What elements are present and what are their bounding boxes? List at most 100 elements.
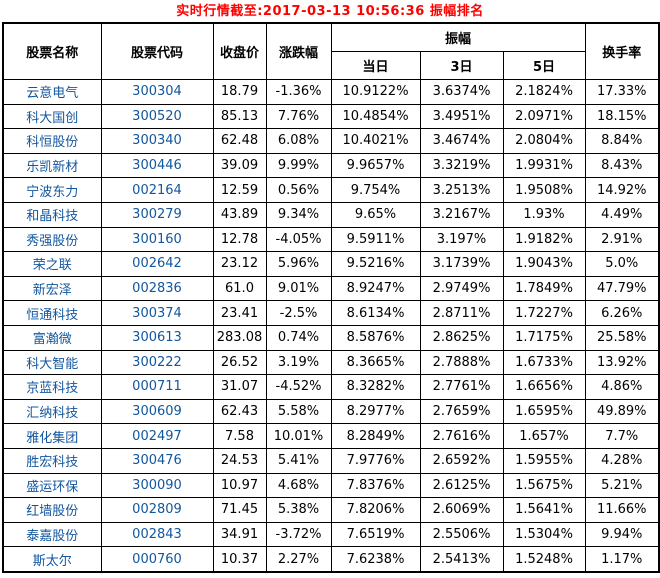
stock-code-link[interactable]: 002809 — [100, 497, 214, 523]
amplitude-5day-value: 1.7849% — [502, 275, 586, 302]
amplitude-5day-value: 1.6595% — [502, 398, 586, 425]
close-price-value: 18.79 — [212, 79, 267, 105]
stock-name-link[interactable]: 荣之联 — [2, 251, 102, 277]
amplitude-today-value: 9.754% — [330, 177, 421, 203]
stock-name-link[interactable]: 科恒股份 — [2, 128, 102, 154]
stock-name-link[interactable]: 京蓝科技 — [2, 374, 102, 400]
stock-quote-table: 股票名称 股票代码 收盘价 涨跌幅 振幅 换手率 当日 3日 5日 云意电气 3… — [2, 22, 660, 573]
close-price-value: 283.08 — [212, 324, 267, 351]
turnover-rate-value: 5.0% — [584, 251, 660, 277]
stock-code-link[interactable]: 000760 — [100, 546, 214, 573]
table-row: 乐凯新材 300446 39.09 9.99% 9.9657% 3.3219% … — [2, 152, 660, 179]
stock-code-link[interactable]: 300222 — [100, 349, 214, 376]
stock-code-link[interactable]: 300476 — [100, 447, 214, 474]
turnover-rate-value: 9.94% — [584, 521, 660, 548]
change-percent-value: -1.36% — [265, 79, 332, 105]
stock-name-link[interactable]: 泰嘉股份 — [2, 521, 102, 548]
change-percent-value: -4.52% — [265, 374, 332, 400]
stock-code-link[interactable]: 300520 — [100, 103, 214, 130]
turnover-rate-value: 8.43% — [584, 152, 660, 179]
stock-code-link[interactable]: 300279 — [100, 201, 214, 228]
stock-code-link[interactable]: 002836 — [100, 275, 214, 302]
stock-table-body: 云意电气 300304 18.79 -1.36% 10.9122% 3.6374… — [2, 79, 660, 573]
stock-name-link[interactable]: 胜宏科技 — [2, 447, 102, 474]
amplitude-3day-value: 3.4951% — [419, 103, 504, 130]
turnover-rate-value: 13.92% — [584, 349, 660, 376]
close-price-value: 12.78 — [212, 226, 267, 253]
amplitude-today-value: 7.6238% — [330, 546, 421, 573]
close-price-value: 7.58 — [212, 423, 267, 449]
stock-name-link[interactable]: 雅化集团 — [2, 423, 102, 449]
stock-code-link[interactable]: 300613 — [100, 324, 214, 351]
table-row: 恒通科技 300374 23.41 -2.5% 8.6134% 2.8711% … — [2, 300, 660, 326]
amplitude-5day-value: 2.1824% — [502, 79, 586, 105]
stock-code-link[interactable]: 300609 — [100, 398, 214, 425]
change-percent-value: -3.72% — [265, 521, 332, 548]
amplitude-3day-value: 3.2513% — [419, 177, 504, 203]
stock-name-link[interactable]: 富瀚微 — [2, 324, 102, 351]
amplitude-5day-value: 1.9043% — [502, 251, 586, 277]
stock-name-link[interactable]: 宁波东力 — [2, 177, 102, 203]
table-row: 秀强股份 300160 12.78 -4.05% 9.5911% 3.197% … — [2, 226, 660, 253]
stock-name-link[interactable]: 云意电气 — [2, 79, 102, 105]
stock-name-link[interactable]: 科大国创 — [2, 103, 102, 130]
stock-name-link[interactable]: 和晶科技 — [2, 201, 102, 228]
stock-code-link[interactable]: 300340 — [100, 128, 214, 154]
change-percent-value: 5.96% — [265, 251, 332, 277]
change-percent-value: 5.38% — [265, 497, 332, 523]
amplitude-3day-value: 3.3219% — [419, 152, 504, 179]
amplitude-3day-value: 3.1739% — [419, 251, 504, 277]
stock-name-link[interactable]: 汇纳科技 — [2, 398, 102, 425]
stock-name-link[interactable]: 科大智能 — [2, 349, 102, 376]
close-price-value: 62.48 — [212, 128, 267, 154]
close-price-value: 23.12 — [212, 251, 267, 277]
stock-name-link[interactable]: 红墙股份 — [2, 497, 102, 523]
stock-code-link[interactable]: 002497 — [100, 423, 214, 449]
stock-code-link[interactable]: 002843 — [100, 521, 214, 548]
turnover-rate-value: 49.89% — [584, 398, 660, 425]
stock-name-link[interactable]: 斯太尔 — [2, 546, 102, 573]
turnover-rate-value: 6.26% — [584, 300, 660, 326]
header-amplitude-3day: 3日 — [419, 51, 504, 80]
stock-name-link[interactable]: 恒通科技 — [2, 300, 102, 326]
stock-name-link[interactable]: 新宏泽 — [2, 275, 102, 302]
table-row: 科恒股份 300340 62.48 6.08% 10.4021% 3.4674%… — [2, 128, 660, 154]
close-price-value: 12.59 — [212, 177, 267, 203]
stock-name-link[interactable]: 盛运环保 — [2, 472, 102, 499]
turnover-rate-value: 1.17% — [584, 546, 660, 573]
header-amplitude-group: 振幅 — [330, 22, 586, 52]
header-close-price: 收盘价 — [212, 22, 267, 80]
amplitude-today-value: 7.6519% — [330, 521, 421, 548]
amplitude-3day-value: 3.6374% — [419, 79, 504, 105]
close-price-value: 71.45 — [212, 497, 267, 523]
amplitude-5day-value: 1.6656% — [502, 374, 586, 400]
close-price-value: 24.53 — [212, 447, 267, 474]
close-price-value: 62.43 — [212, 398, 267, 425]
stock-code-link[interactable]: 300446 — [100, 152, 214, 179]
amplitude-today-value: 9.9657% — [330, 152, 421, 179]
stock-code-link[interactable]: 002642 — [100, 251, 214, 277]
close-price-value: 61.0 — [212, 275, 267, 302]
stock-code-link[interactable]: 300160 — [100, 226, 214, 253]
table-row: 泰嘉股份 002843 34.91 -3.72% 7.6519% 2.5506%… — [2, 521, 660, 548]
stock-code-link[interactable]: 000711 — [100, 374, 214, 400]
table-row: 斯太尔 000760 10.37 2.27% 7.6238% 2.5413% 1… — [2, 546, 660, 573]
amplitude-5day-value: 2.0804% — [502, 128, 586, 154]
table-row: 荣之联 002642 23.12 5.96% 9.5216% 3.1739% 1… — [2, 251, 660, 277]
amplitude-today-value: 8.2849% — [330, 423, 421, 449]
turnover-rate-value: 4.49% — [584, 201, 660, 228]
stock-name-link[interactable]: 乐凯新材 — [2, 152, 102, 179]
stock-name-link[interactable]: 秀强股份 — [2, 226, 102, 253]
change-percent-value: 2.27% — [265, 546, 332, 573]
table-header: 股票名称 股票代码 收盘价 涨跌幅 振幅 换手率 当日 3日 5日 — [2, 22, 660, 80]
stock-code-link[interactable]: 300304 — [100, 79, 214, 105]
stock-code-link[interactable]: 300090 — [100, 472, 214, 499]
amplitude-today-value: 8.5876% — [330, 324, 421, 351]
turnover-rate-value: 14.92% — [584, 177, 660, 203]
stock-code-link[interactable]: 002164 — [100, 177, 214, 203]
close-price-value: 23.41 — [212, 300, 267, 326]
amplitude-3day-value: 2.6069% — [419, 497, 504, 523]
amplitude-3day-value: 2.9749% — [419, 275, 504, 302]
change-percent-value: 6.08% — [265, 128, 332, 154]
stock-code-link[interactable]: 300374 — [100, 300, 214, 326]
